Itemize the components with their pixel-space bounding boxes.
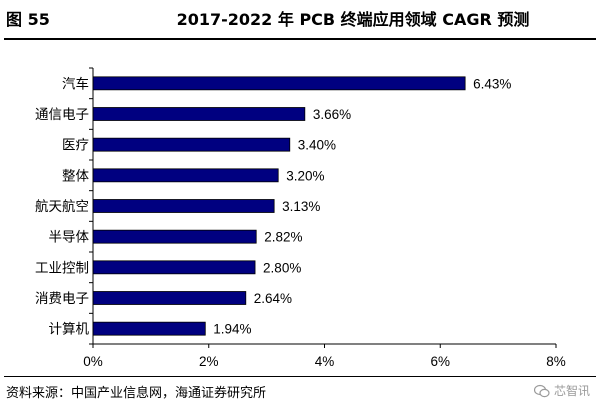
bar [92,321,206,336]
data-label: 1.94% [213,322,251,337]
x-tick-labels: 0% 2% 4% 6% 8% [83,354,566,369]
category-label: 半导体 [49,230,90,246]
footer-rule [4,376,596,377]
figure-header: 图 55 2017-2022 年 PCB 终端应用领域 CAGR 预测 [4,0,596,40]
bar [92,199,275,213]
data-label: 3.66% [313,107,351,122]
data-label: 3.13% [282,199,320,214]
data-label: 6.43% [473,76,511,91]
data-label: 2.80% [263,260,301,275]
bar [92,291,247,305]
watermark: 芯智讯 [533,382,590,399]
bar [92,137,291,152]
watermark-text: 芯智讯 [553,384,590,398]
bar [92,260,256,275]
bar [92,168,279,183]
data-label: 3.40% [298,138,336,153]
bar [92,107,306,121]
source-note: 资料来源：中国产业信息网，海通证券研究所 [6,386,267,401]
x-tick-label: 0% [83,354,103,369]
bar [92,76,466,91]
bar [92,229,257,244]
wechat-icon [533,384,550,397]
category-label: 航天航空 [35,199,89,215]
category-label: 工业控制 [35,260,89,276]
x-tick-label: 8% [546,354,566,369]
category-label: 整体 [62,168,89,184]
value-labels: 6.43% 3.66% 3.40% 3.20% 3.13% 2.82% 2.80% 2.64%… [213,76,511,336]
chart-title: 2017-2022 年 PCB 终端应用领域 CAGR 预测 [176,10,530,29]
figure-label: 图 55 [6,10,50,29]
data-label: 2.82% [264,230,302,245]
category-label: 通信电子 [35,107,89,123]
category-label: 汽车 [62,75,89,92]
category-label: 医疗 [62,138,89,154]
category-label: 消费电子 [35,291,89,307]
x-tick-label: 4% [315,354,335,369]
data-label: 2.64% [254,291,292,306]
x-tick-label: 6% [430,354,450,369]
x-tick-label: 2% [199,354,219,369]
category-label: 计算机 [49,322,90,338]
axes [89,67,557,348]
data-label: 3.20% [286,168,324,183]
